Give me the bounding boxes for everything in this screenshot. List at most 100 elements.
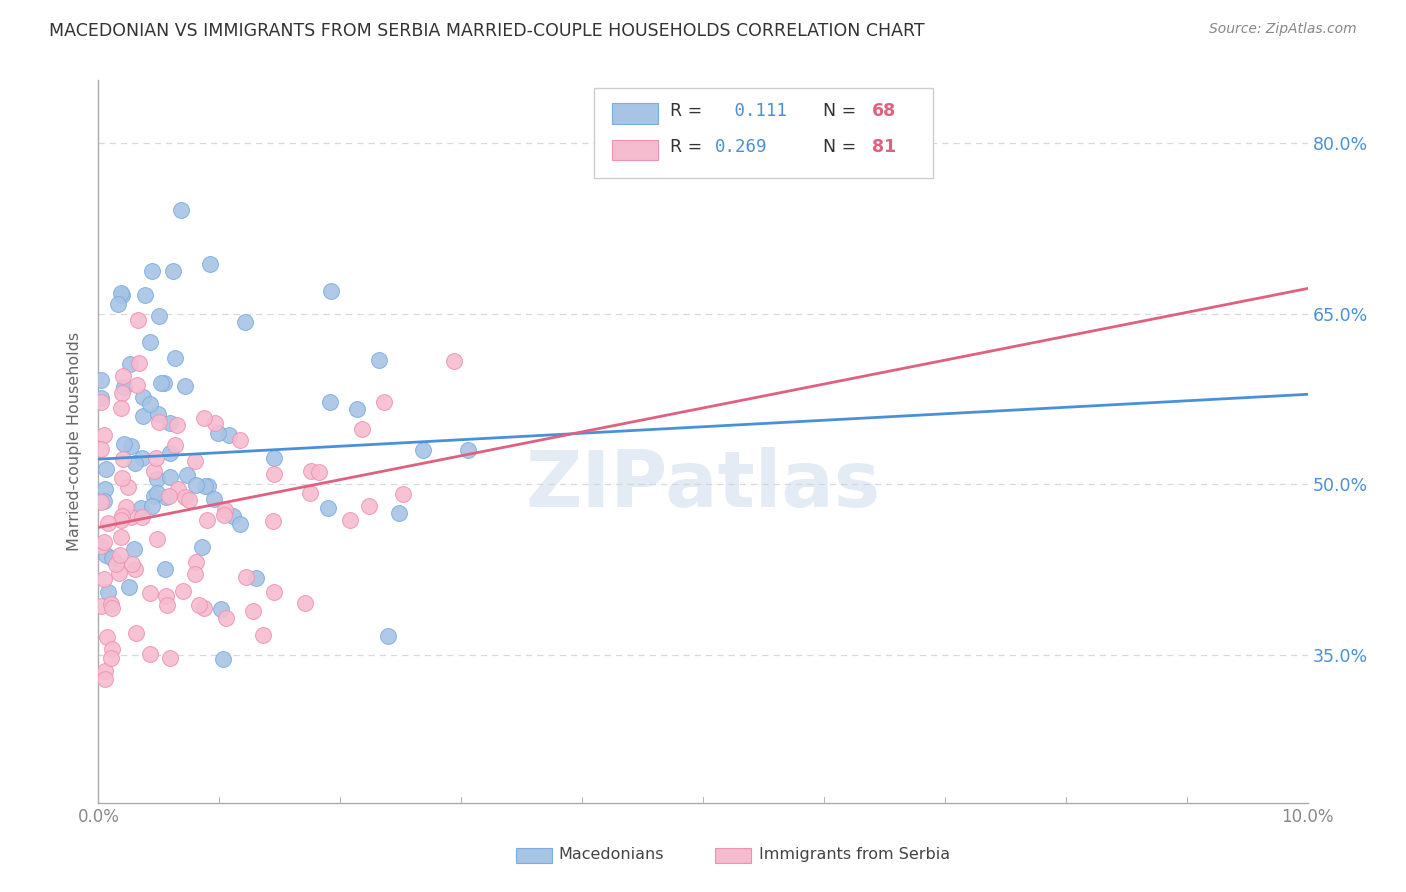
Point bbox=[235, 570, 257, 584]
Text: R =: R = bbox=[671, 138, 709, 156]
Point bbox=[184, 454, 207, 468]
Point bbox=[139, 397, 162, 411]
Point bbox=[209, 601, 232, 615]
Point bbox=[90, 495, 112, 509]
Point bbox=[118, 357, 141, 371]
Point bbox=[299, 464, 322, 478]
Point bbox=[90, 373, 112, 387]
Point bbox=[131, 510, 153, 524]
Point bbox=[186, 556, 208, 570]
Point bbox=[94, 462, 117, 476]
Point bbox=[339, 513, 361, 527]
Point bbox=[146, 407, 169, 421]
Point bbox=[159, 650, 181, 665]
Point bbox=[110, 531, 132, 545]
Point bbox=[94, 483, 117, 497]
Point bbox=[110, 513, 132, 527]
FancyBboxPatch shape bbox=[595, 87, 932, 178]
Point bbox=[193, 410, 215, 425]
Point bbox=[174, 490, 197, 504]
Point bbox=[263, 467, 285, 481]
Point bbox=[112, 436, 135, 450]
Point bbox=[90, 539, 112, 553]
Point bbox=[157, 489, 180, 503]
Point bbox=[392, 487, 415, 501]
Point bbox=[197, 479, 219, 493]
Point bbox=[184, 567, 207, 582]
Point bbox=[163, 437, 186, 451]
Text: 0.111: 0.111 bbox=[724, 103, 786, 120]
Point bbox=[252, 628, 274, 642]
Point bbox=[96, 630, 118, 644]
Text: MACEDONIAN VS IMMIGRANTS FROM SERBIA MARRIED-COUPLE HOUSEHOLDS CORRELATION CHART: MACEDONIAN VS IMMIGRANTS FROM SERBIA MAR… bbox=[49, 22, 925, 40]
Point bbox=[263, 585, 285, 599]
Point bbox=[294, 596, 316, 610]
Point bbox=[93, 572, 115, 586]
Point bbox=[155, 490, 177, 504]
Point bbox=[229, 517, 252, 532]
Point bbox=[125, 378, 148, 392]
Point bbox=[166, 418, 188, 433]
Point bbox=[159, 416, 181, 430]
Point bbox=[308, 465, 330, 479]
Text: 68: 68 bbox=[872, 103, 897, 120]
Point bbox=[122, 541, 145, 556]
Point bbox=[139, 335, 162, 350]
Point bbox=[145, 486, 167, 500]
Point bbox=[172, 583, 194, 598]
Point bbox=[108, 566, 131, 581]
Point bbox=[233, 315, 256, 329]
Point bbox=[155, 562, 177, 576]
Point bbox=[97, 585, 120, 599]
Point bbox=[204, 416, 226, 430]
Point bbox=[134, 287, 156, 301]
Point bbox=[368, 352, 391, 367]
Point bbox=[457, 443, 479, 458]
Point bbox=[115, 500, 138, 515]
Point bbox=[111, 288, 134, 302]
Point bbox=[184, 478, 207, 492]
Point bbox=[90, 394, 112, 409]
Point bbox=[110, 285, 132, 300]
Point bbox=[215, 611, 238, 625]
Point bbox=[101, 551, 124, 566]
Point bbox=[162, 264, 184, 278]
Point bbox=[111, 471, 134, 485]
Point bbox=[132, 391, 155, 405]
Point bbox=[443, 354, 465, 368]
Point bbox=[112, 452, 135, 467]
Point bbox=[350, 421, 373, 435]
Text: 0.269: 0.269 bbox=[716, 138, 768, 156]
Point bbox=[176, 468, 198, 483]
Point bbox=[412, 442, 434, 457]
Point bbox=[108, 548, 131, 562]
Point bbox=[146, 532, 169, 546]
Point bbox=[127, 312, 149, 326]
Point bbox=[388, 506, 411, 520]
Point bbox=[118, 580, 141, 594]
Point bbox=[156, 598, 179, 612]
Point bbox=[100, 650, 122, 665]
Point bbox=[316, 501, 339, 516]
Point bbox=[377, 629, 399, 643]
Point bbox=[346, 402, 368, 417]
Point bbox=[112, 380, 135, 394]
Text: Immigrants from Serbia: Immigrants from Serbia bbox=[759, 847, 949, 863]
Bar bbox=[613, 139, 658, 160]
Point bbox=[125, 626, 148, 640]
Point bbox=[111, 509, 134, 524]
Point bbox=[218, 428, 240, 442]
Point bbox=[129, 500, 152, 515]
Point bbox=[214, 503, 236, 517]
Point bbox=[128, 356, 150, 370]
Point bbox=[357, 499, 380, 513]
Point bbox=[145, 472, 167, 486]
Point bbox=[105, 558, 128, 572]
Point bbox=[124, 456, 146, 470]
Point bbox=[202, 492, 225, 507]
Point bbox=[148, 309, 170, 323]
Point bbox=[111, 385, 134, 400]
Point bbox=[211, 651, 233, 665]
Point bbox=[142, 465, 165, 479]
Point bbox=[174, 378, 197, 392]
